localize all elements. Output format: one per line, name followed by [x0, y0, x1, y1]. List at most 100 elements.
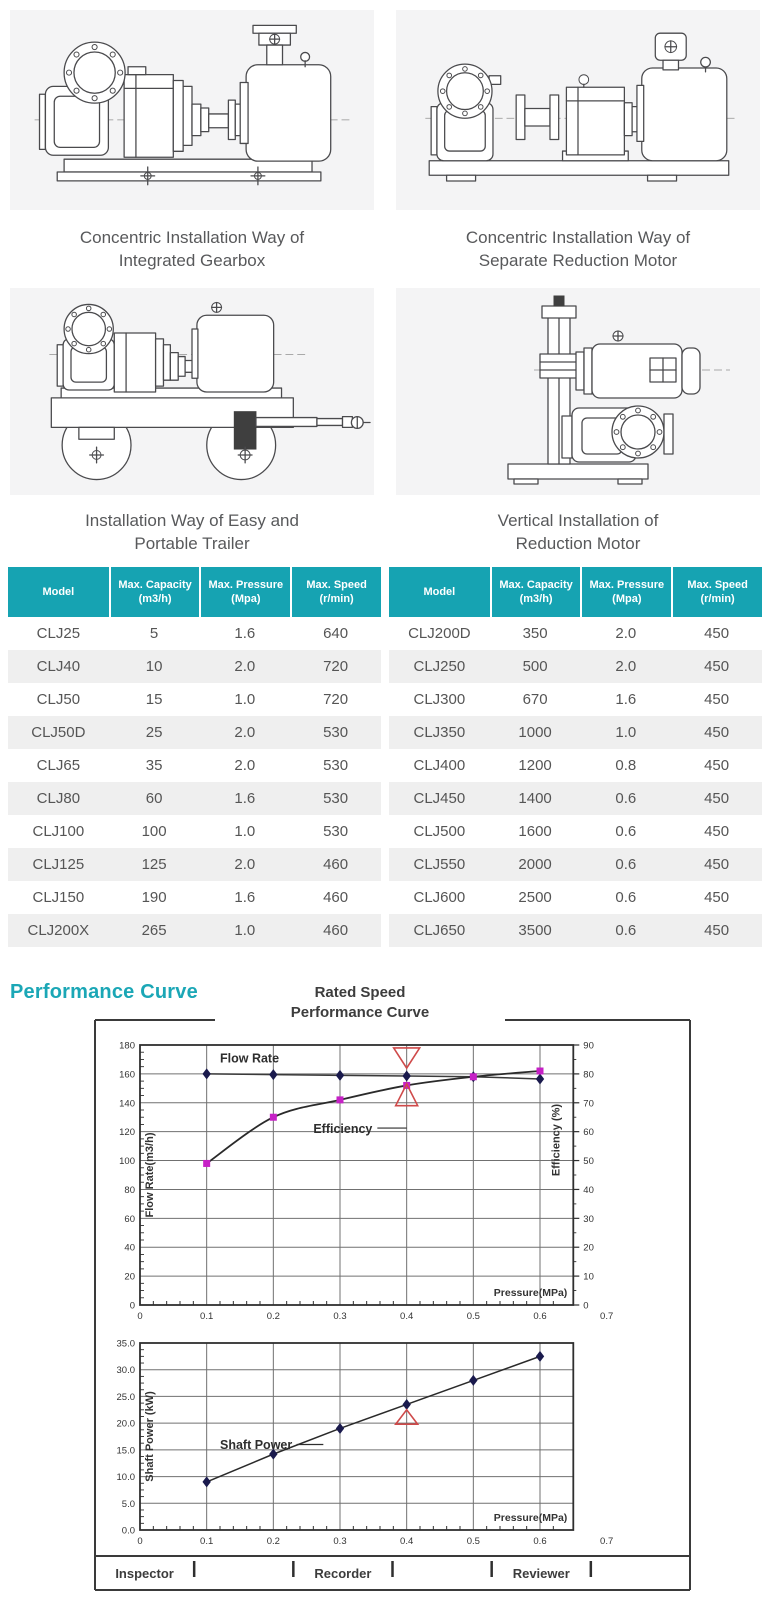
table-cell: 35 — [145, 757, 163, 774]
table-cell: 1.0 — [580, 716, 672, 749]
x-tick-label: 0.4 — [400, 1311, 413, 1322]
table-cell: CLJ350 — [389, 716, 490, 749]
table-cell: 5 — [149, 625, 159, 642]
table-cell: 2000 — [489, 848, 581, 881]
table-header-cell: Max. Capacity (m3/h) — [489, 567, 581, 617]
data-point-diamond — [535, 1073, 545, 1085]
series-label: Efficiency — [313, 1122, 372, 1136]
x-tick-label: 0.2 — [267, 1536, 280, 1547]
chart-area: 0.0 5.0 10.0 15.0 20.0 25.0 30.0 35.0 Shaft Powe… — [117, 1339, 614, 1548]
table-cell: 460 — [290, 914, 381, 947]
right-tick-label: 50 — [583, 1156, 594, 1167]
series-label: Flow Rate — [220, 1051, 279, 1065]
data-point-square — [536, 1067, 544, 1075]
y-tick-label: 140 — [119, 1098, 135, 1109]
table-row: CLJ500 1600 0.6 450 — [389, 815, 762, 848]
table-header-cell: Max. Speed (r/min) — [290, 567, 381, 617]
annotation-triangle-up — [394, 1408, 420, 1426]
table-cell: 450 — [704, 823, 730, 840]
series-label: Shaft Power — [220, 1438, 292, 1452]
y-tick-label: 80 — [124, 1185, 135, 1196]
table-row: CLJ350 1000 1.0 450 — [389, 716, 762, 749]
x-tick-label: 0 — [137, 1311, 142, 1322]
footer-cell-label: Reviewer — [513, 1566, 570, 1581]
table-header-cell: Max. Pressure (Mpa) — [199, 567, 291, 617]
figure-panel-portable-trailer — [10, 288, 374, 495]
table-cell: CLJ40 — [8, 650, 109, 683]
table-row: CLJ450 1400 0.6 450 — [389, 782, 762, 815]
table-cell: 0.8 — [615, 757, 637, 774]
table-cell: 3500 — [489, 914, 581, 947]
chart-title-line2: Performance Curve — [291, 1004, 429, 1021]
table-cell: CLJ25 — [36, 625, 81, 642]
data-point-diamond — [535, 1350, 545, 1362]
data-point-diamond — [202, 1476, 211, 1488]
technical-drawing-integrated-gearbox-icon — [34, 24, 350, 186]
table-cell: 2.0 — [199, 716, 291, 749]
spec-table-right: Model Max. Capacity (m3/h) Max. Pressure (Mp… — [389, 567, 762, 947]
table-row: CLJ50 15 1.0 720 — [8, 683, 381, 716]
data-point-square — [203, 1159, 211, 1167]
right-tick-label: 90 — [583, 1041, 594, 1052]
right-tick-label: 10 — [583, 1272, 594, 1283]
table-cell: CLJ125 — [8, 848, 109, 881]
table-row: CLJ65 35 2.0 530 — [8, 749, 381, 782]
table-cell: CLJ300 — [413, 691, 466, 708]
table-row: CLJ100 100 1.0 530 — [8, 815, 381, 848]
spec-tables: Model Max. Capacity (m3/h) Max. Pressure (Mp… — [8, 567, 762, 947]
x-tick-label: 0.3 — [333, 1536, 346, 1547]
table-cell: 2.0 — [199, 650, 291, 683]
table-row: CLJ250 500 2.0 450 — [389, 650, 762, 683]
table-row: CLJ40 10 2.0 720 — [8, 650, 381, 683]
table-row: CLJ80 60 1.6 530 — [8, 782, 381, 815]
table-cell: 1600 — [518, 823, 552, 840]
plot-box — [139, 1342, 575, 1531]
x-tick-label: 0.1 — [200, 1311, 213, 1322]
x-tick-label: 0.4 — [400, 1536, 413, 1547]
table-cell: 2.0 — [580, 650, 672, 683]
table-cell: 1.6 — [199, 782, 291, 815]
y-tick-label: 40 — [124, 1243, 135, 1254]
table-cell: 450 — [671, 848, 762, 881]
table-cell: CLJ100 — [32, 823, 85, 840]
data-point-diamond — [402, 1398, 411, 1410]
table-cell: 450 — [704, 691, 730, 708]
y-tick-label: 30.0 — [117, 1365, 136, 1376]
table-header-cell: Max. Pressure (Mpa) — [580, 567, 672, 617]
table-cell: CLJ550 — [389, 848, 490, 881]
table-row: CLJ200X 265 1.0 460 — [8, 914, 381, 947]
y-axis-label: Shaft Power (kW) — [144, 1391, 156, 1482]
table-cell: 1400 — [489, 782, 581, 815]
x-tick-label: 0.3 — [333, 1311, 346, 1322]
y-tick-label: 120 — [119, 1127, 135, 1138]
x-tick-label: 0.7 — [600, 1311, 613, 1322]
table-cell: 450 — [671, 716, 762, 749]
table-cell: 2.0 — [234, 757, 256, 774]
figure-caption: Vertical Installation of Reduction Motor — [396, 495, 760, 567]
right-tick-label: 60 — [583, 1127, 594, 1138]
table-cell: 10 — [108, 650, 200, 683]
figure-caption: Installation Way of Easy and Portable Tr… — [10, 495, 374, 567]
table-cell: CLJ200D — [408, 625, 471, 642]
table-cell: 25 — [108, 716, 200, 749]
table-cell: CLJ650 — [389, 914, 490, 947]
footer-cell-label: Recorder — [314, 1566, 371, 1581]
table-cell: 0.6 — [580, 848, 672, 881]
technical-drawing-separate-reduction-motor-icon — [425, 32, 738, 182]
table-cell: 100 — [141, 823, 167, 840]
y-tick-label: 15.0 — [117, 1445, 136, 1456]
table-cell: CLJ500 — [413, 823, 466, 840]
caption-line: Integrated Gearbox — [118, 251, 266, 270]
table-cell: 720 — [323, 691, 349, 708]
table-header-row: Model Max. Capacity (m3/h) Max. Pressure (Mp… — [389, 567, 762, 617]
table-cell: 1000 — [489, 716, 581, 749]
data-point-diamond — [202, 1068, 211, 1080]
table-header-cell: Max. Speed (r/min) — [671, 567, 762, 617]
table-row: CLJ50D 25 2.0 530 — [8, 716, 381, 749]
table-cell: CLJ450 — [389, 782, 490, 815]
x-tick-label: 0.1 — [200, 1536, 213, 1547]
caption-line: Concentric Installation Way of — [79, 228, 305, 247]
series-line-shaft-power — [206, 1355, 541, 1483]
